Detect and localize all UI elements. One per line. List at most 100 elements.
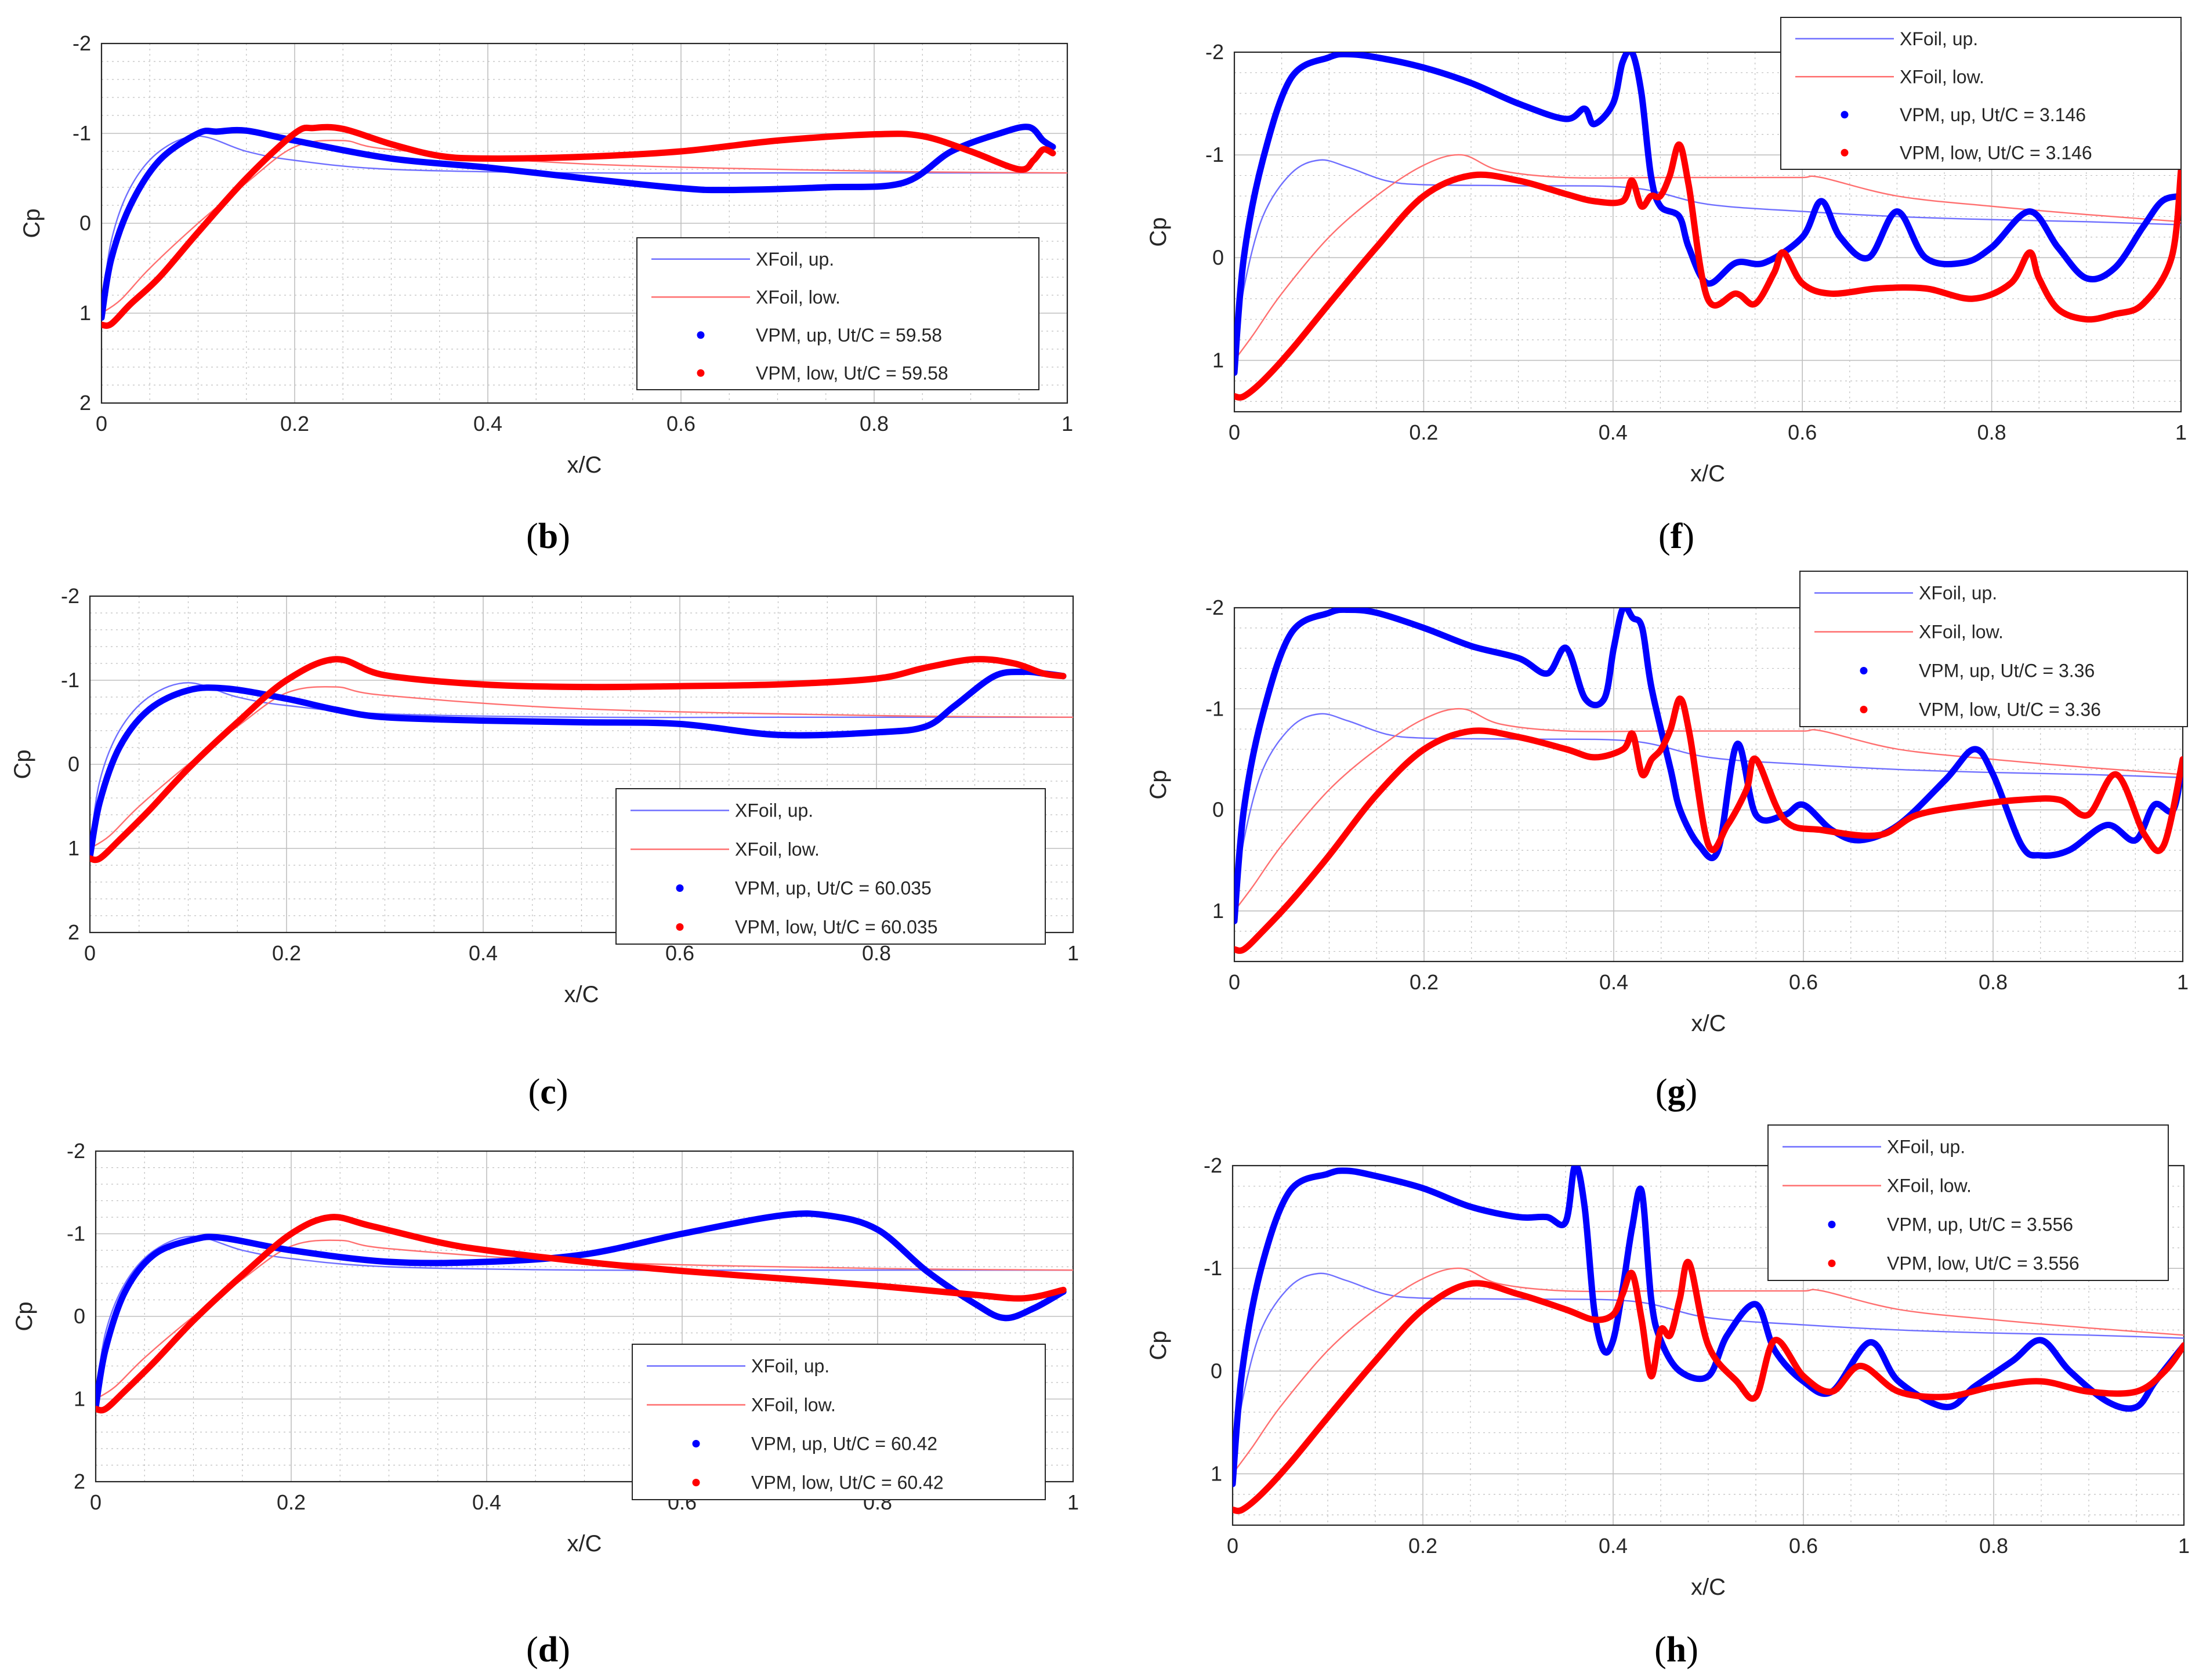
series-line-vpm-up [1234, 608, 2183, 924]
axes-frame-g [1233, 607, 2184, 963]
y-axis-label: Cp [10, 749, 35, 779]
axes-frame-b [100, 42, 1068, 404]
x-tick-label: 1 [2178, 1534, 2190, 1558]
legend-entry-label: VPM, low, Ut/C = 59.58 [756, 362, 948, 383]
legend-swatch-dot [697, 331, 705, 339]
legend-swatch-dot [1860, 667, 1868, 674]
legend-g: XFoil, up. XFoil, low. VPM, up, Ut/C = 3.3… [1799, 571, 2188, 727]
legend-box [1780, 17, 2182, 170]
x-tick-label: 1 [1067, 941, 1079, 965]
legend-box [636, 237, 1039, 390]
legend-entry-label: XFoil, low. [1919, 622, 2004, 643]
x-tick-label: 0.8 [860, 412, 889, 436]
panel-caption: (c) [528, 1072, 568, 1112]
series-line-xfoil-low [96, 1239, 1073, 1400]
x-tick-label: 0 [1229, 420, 1240, 444]
legend-swatch-dot [1828, 1260, 1836, 1267]
y-tick-label: -2 [61, 584, 79, 608]
y-tick-label: 0 [1212, 798, 1224, 822]
panel-caption: (h) [1654, 1630, 1698, 1670]
y-axis-label: Cp [19, 208, 45, 238]
series-line-xfoil-low [1234, 154, 2181, 361]
x-tick-label: 0.6 [1789, 1534, 1818, 1558]
x-tick-label: 0.6 [1789, 970, 1818, 994]
legend-entry-label: XFoil, up. [735, 800, 813, 821]
legend-entry-label: XFoil, low. [751, 1395, 836, 1416]
panel-caption: (f) [1658, 517, 1694, 556]
y-tick-label: -2 [67, 1139, 85, 1163]
legend-swatch-dot [1841, 111, 1849, 119]
series-line-xfoil-up [1234, 713, 2183, 912]
legend-box [1799, 571, 2188, 727]
x-tick-label: 0.8 [1979, 970, 2008, 994]
y-tick-label: 2 [74, 1469, 85, 1493]
legend-box [632, 1344, 1046, 1500]
x-tick-label: 0 [90, 1490, 102, 1514]
x-axis-label: x/C [1691, 1011, 1726, 1036]
series-group-c [90, 656, 1073, 863]
x-tick-label: 0.8 [1979, 1534, 2008, 1558]
series-line-vpm-up [1233, 1166, 2184, 1487]
x-tick-label: 0 [1227, 1534, 1238, 1558]
x-axis-label: x/C [1690, 461, 1725, 487]
legend-entry-label: XFoil, up. [1887, 1137, 1965, 1158]
legend-d: XFoil, up. XFoil, low. VPM, up, Ut/C = 60.… [632, 1344, 1046, 1500]
y-tick-label: 0 [68, 752, 79, 776]
y-tick-label: -1 [61, 668, 79, 692]
legend-swatch-dot [676, 923, 684, 931]
y-tick-label: -2 [1204, 1153, 1222, 1177]
x-tick-label: 0.8 [862, 941, 891, 965]
legend-entry-label: VPM, low, Ut/C = 3.36 [1919, 699, 2101, 720]
y-tick-label: -2 [73, 31, 91, 55]
panel-caption: (d) [526, 1630, 570, 1670]
x-tick-label: 0.2 [1409, 420, 1438, 444]
legend-entry-label: VPM, up, Ut/C = 60.42 [751, 1434, 937, 1454]
grid-c [89, 596, 1074, 933]
x-tick-label: 0.4 [1599, 420, 1628, 444]
legend-entry-label: VPM, up, Ut/C = 3.36 [1919, 661, 2095, 681]
x-tick-label: 0 [1229, 970, 1240, 994]
y-tick-label: -1 [1205, 696, 1224, 720]
x-tick-label: 0.2 [280, 412, 309, 436]
x-tick-label: 0.6 [1788, 420, 1817, 444]
y-tick-label: 2 [68, 920, 79, 944]
series-line-xfoil-low [90, 686, 1073, 850]
y-tick-label: 0 [1212, 245, 1224, 269]
x-tick-label: 0.4 [469, 941, 498, 965]
legend-swatch-dot [676, 884, 684, 892]
panel-caption: (g) [1655, 1072, 1697, 1112]
legend-f: XFoil, up. XFoil, low. VPM, up, Ut/C = 3.1… [1780, 17, 2182, 170]
legend-box [615, 788, 1046, 945]
legend-entry-label: VPM, low, Ut/C = 3.556 [1887, 1253, 2080, 1274]
legend-entry-label: VPM, up, Ut/C = 59.58 [756, 325, 942, 346]
y-axis-label: Cp [1146, 1330, 1171, 1360]
x-tick-label: 0.2 [272, 941, 301, 965]
y-tick-label: -1 [73, 121, 91, 145]
y-tick-label: 0 [79, 211, 91, 235]
y-tick-label: 1 [1212, 348, 1224, 372]
x-tick-label: 0.2 [1410, 970, 1439, 994]
y-tick-label: -1 [1205, 143, 1224, 166]
series-group-d [96, 1210, 1073, 1414]
series-line-vpm-low [90, 656, 1067, 863]
series-group-b [102, 124, 1067, 329]
legend-entry-label: VPM, low, Ut/C = 3.146 [1900, 142, 2092, 163]
legend-entry-label: XFoil, up. [751, 1356, 829, 1377]
series-line-vpm-low [1234, 695, 2183, 954]
x-axis-label: x/C [1691, 1574, 1726, 1600]
legend-swatch-dot [692, 1440, 700, 1447]
x-tick-label: 0.2 [277, 1490, 306, 1514]
legend-swatch-dot [1828, 1221, 1836, 1228]
x-tick-label: 0.6 [665, 941, 694, 965]
x-axis-label: x/C [564, 982, 599, 1007]
x-tick-label: 1 [2177, 970, 2189, 994]
series-group-h [1233, 1166, 2184, 1514]
legend-entry-label: VPM, low, Ut/C = 60.42 [751, 1472, 944, 1493]
axes-frame-c [89, 595, 1074, 934]
